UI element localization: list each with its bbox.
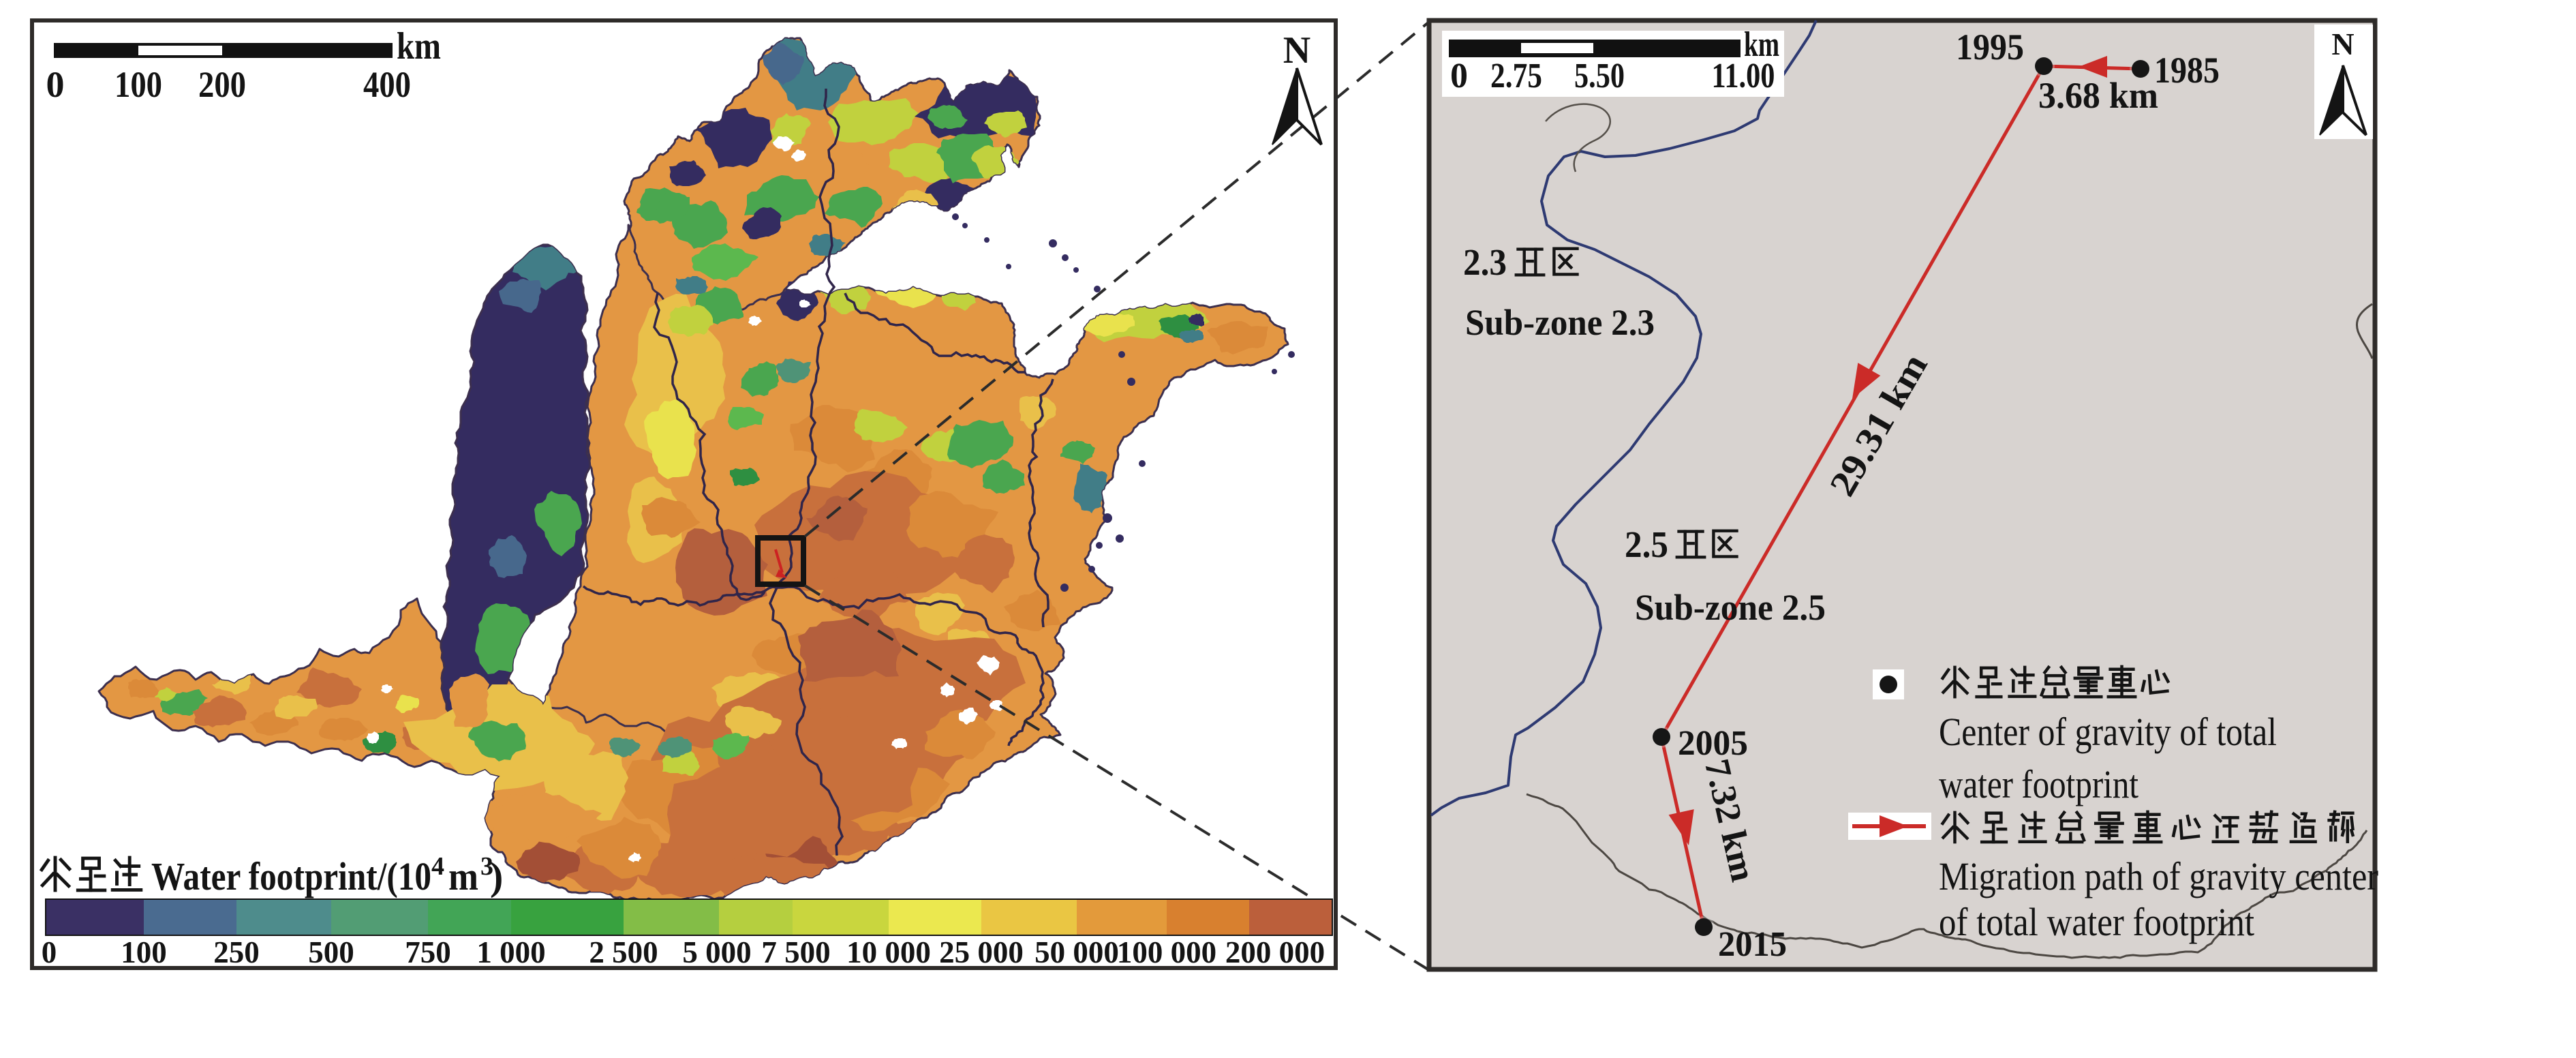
svg-text:100: 100: [114, 64, 162, 105]
svg-text:N: N: [1283, 29, 1310, 72]
svg-text:0: 0: [42, 935, 57, 969]
svg-text:2015: 2015: [1718, 925, 1787, 964]
svg-text:5 000: 5 000: [682, 935, 751, 969]
svg-text:0: 0: [46, 64, 65, 105]
svg-text:2005: 2005: [1678, 724, 1748, 763]
svg-text:2.3: 2.3: [1463, 241, 1507, 283]
svg-text:km: km: [1744, 25, 1779, 64]
svg-text:water footprint: water footprint: [1939, 762, 2138, 806]
svg-text:1995: 1995: [1956, 27, 2024, 67]
svg-text:0: 0: [1450, 57, 1468, 95]
svg-text:Sub-zone 2.5: Sub-zone 2.5: [1635, 587, 1826, 628]
svg-text:Water footprint/(10: Water footprint/(10: [151, 854, 431, 898]
svg-text:N: N: [2331, 27, 2354, 61]
svg-text:Center of gravity of total: Center of gravity of total: [1939, 710, 2277, 754]
svg-text:3.68 km: 3.68 km: [2038, 75, 2158, 116]
svg-text:500: 500: [308, 935, 354, 969]
svg-text:200 000: 200 000: [1225, 935, 1325, 969]
svg-text:100 000: 100 000: [1117, 935, 1216, 969]
svg-text:50 000: 50 000: [1034, 935, 1119, 969]
svg-text:Migration path of gravity cent: Migration path of gravity center: [1939, 854, 2378, 898]
svg-text:Sub-zone 2.3: Sub-zone 2.3: [1465, 302, 1655, 343]
svg-text:km: km: [397, 25, 441, 67]
svg-text:4: 4: [431, 852, 444, 881]
svg-text:): ): [490, 854, 503, 898]
svg-text:1 000: 1 000: [476, 935, 545, 969]
svg-text:250: 250: [213, 935, 260, 969]
svg-text:11.00: 11.00: [1712, 57, 1775, 95]
svg-text:5.50: 5.50: [1574, 57, 1625, 95]
svg-text:200: 200: [198, 64, 246, 105]
svg-text:7 500: 7 500: [761, 935, 830, 969]
svg-text:2 500: 2 500: [589, 935, 658, 969]
svg-text:m: m: [448, 854, 478, 898]
svg-text:of total water footprint: of total water footprint: [1939, 900, 2254, 944]
svg-text:10 000: 10 000: [846, 935, 931, 969]
svg-text:750: 750: [405, 935, 451, 969]
svg-text:400: 400: [363, 64, 411, 105]
svg-text:25 000: 25 000: [939, 935, 1024, 969]
svg-text:3: 3: [480, 852, 493, 881]
svg-text:2.75: 2.75: [1490, 57, 1542, 95]
svg-text:2.5: 2.5: [1625, 524, 1668, 565]
svg-text:100: 100: [121, 935, 167, 969]
svg-text:1985: 1985: [2154, 50, 2220, 91]
